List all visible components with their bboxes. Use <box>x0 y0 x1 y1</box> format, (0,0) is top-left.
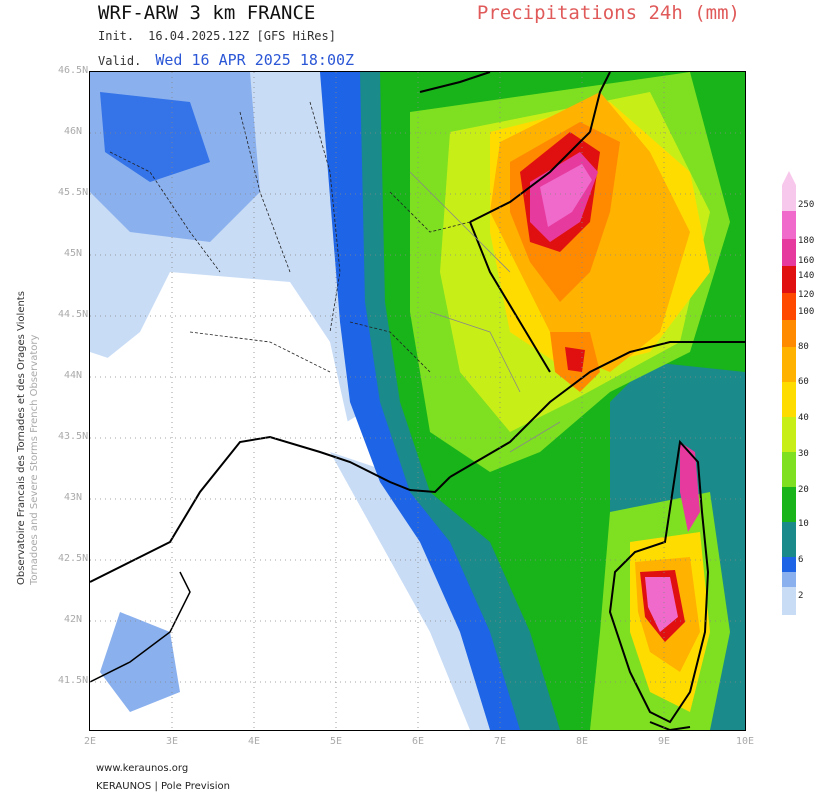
legend-label: 140 <box>798 271 815 281</box>
coastline-gulf-of-lion <box>90 435 451 583</box>
footer-org: KERAUNOS | Pole Prevision <box>96 781 230 792</box>
valid-line: Valid. Wed 16 APR 2025 18:00Z <box>98 51 354 69</box>
legend-swatch <box>782 293 796 320</box>
dry-zone <box>90 272 350 552</box>
legend-swatch <box>782 572 796 587</box>
border-italy <box>469 72 611 223</box>
legend-swatch <box>782 320 796 347</box>
coastline-sardinia <box>649 721 691 730</box>
legend-label: 20 <box>798 485 809 495</box>
legend-swatch <box>782 522 796 557</box>
coastline-riviera <box>449 341 745 478</box>
side-credit-sub: Tornadoes and Severe Storms French Obser… <box>29 334 40 585</box>
lon-label: 2E <box>84 736 97 747</box>
legend-label: 2 <box>798 591 804 601</box>
title: WRF-ARW 3 km FRANCE <box>98 2 316 24</box>
precipitation-map[interactable] <box>89 71 746 731</box>
lon-label: 6E <box>412 736 425 747</box>
valid-label: Valid. <box>98 54 142 68</box>
lat-label: 42N <box>64 614 83 625</box>
legend-swatch <box>782 452 796 487</box>
border-switzerland <box>419 72 491 93</box>
border-italy-south <box>469 221 551 373</box>
legend-label: 10 <box>798 519 809 529</box>
lat-label: 41.5N <box>58 675 89 686</box>
lon-label: 7E <box>494 736 507 747</box>
lat-label: 43N <box>64 492 83 503</box>
lat-label: 42.5N <box>58 553 89 564</box>
legend-bottom-tip <box>782 615 796 629</box>
dept-borders <box>109 101 471 373</box>
legend-swatch <box>782 266 796 293</box>
legend-label: 6 <box>798 555 804 565</box>
lat-label: 46.5N <box>58 65 89 76</box>
legend-label: 120 <box>798 290 815 300</box>
product-label: Precipitations 24h (mm) <box>476 2 740 24</box>
legend-swatch <box>782 557 796 572</box>
legend-swatch <box>782 487 796 522</box>
lon-label: 10E <box>736 736 755 747</box>
init-value: 16.04.2025.12Z [GFS HiRes] <box>148 29 336 43</box>
legend-swatch <box>782 382 796 417</box>
lon-label: 8E <box>576 736 589 747</box>
lat-label: 45N <box>64 248 83 259</box>
legend-swatch <box>782 347 796 382</box>
legend-label: 250 <box>798 200 815 210</box>
legend-label: 30 <box>798 449 809 459</box>
sea-streak-sw <box>100 612 180 712</box>
lat-label: 44.5N <box>58 309 89 320</box>
legend-colorbar <box>782 171 796 629</box>
legend-label: 60 <box>798 377 809 387</box>
footer-website[interactable]: www.keraunos.org <box>96 763 189 774</box>
legend-swatch <box>782 185 796 211</box>
lon-label: 3E <box>166 736 179 747</box>
graticule <box>90 72 745 730</box>
precip-corsica-pink <box>645 577 678 632</box>
region-borders-grey <box>409 171 561 453</box>
legend-label: 100 <box>798 307 815 317</box>
precip-nw-blue <box>100 92 210 182</box>
lat-label: 46N <box>64 126 83 137</box>
legend-label: 180 <box>798 236 815 246</box>
legend-swatch <box>782 211 796 239</box>
coastline-spain <box>90 571 191 683</box>
init-label: Init. <box>98 29 135 43</box>
legend-label: 160 <box>798 256 815 266</box>
lat-label: 45.5N <box>58 187 89 198</box>
legend-label: 40 <box>798 413 809 423</box>
precip-capcorse <box>680 442 700 532</box>
legend-top-tip <box>782 171 796 185</box>
lat-label: 44N <box>64 370 83 381</box>
lon-label: 9E <box>658 736 671 747</box>
legend-swatch <box>782 239 796 266</box>
map-canvas <box>90 72 745 730</box>
legend-swatch <box>782 417 796 452</box>
dry-sea <box>90 452 490 730</box>
lon-label: 4E <box>248 736 261 747</box>
lon-label: 5E <box>330 736 343 747</box>
legend-label: 80 <box>798 342 809 352</box>
valid-value: Wed 16 APR 2025 18:00Z <box>155 51 355 69</box>
init-line: Init. 16.04.2025.12Z [GFS HiRes] <box>98 29 336 43</box>
lat-label: 43.5N <box>58 431 89 442</box>
precip-pink <box>540 164 592 227</box>
coastline-corsica <box>608 439 710 724</box>
side-credit-main: Observatoire Francais des Tornades et de… <box>16 291 27 585</box>
legend-swatch <box>782 587 796 615</box>
precip-riviera-red <box>565 347 585 372</box>
